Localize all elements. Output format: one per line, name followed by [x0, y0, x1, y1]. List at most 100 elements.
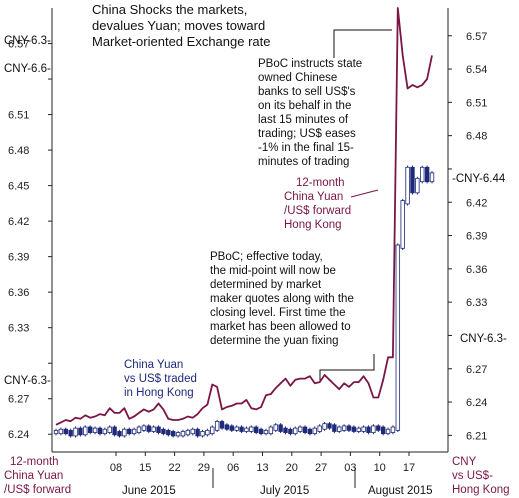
left-special-label: CNY-6.3-	[4, 375, 51, 387]
legend-line: 12-month	[10, 456, 59, 468]
x-tick-label: 15	[139, 462, 151, 474]
right-tick-label: 6.21	[466, 430, 487, 442]
annotation-pboc-midpoint: PBoC; effective today, the mid-point wil…	[210, 250, 354, 348]
spot-candle-body	[288, 428, 293, 435]
spot-candle-body	[210, 426, 215, 435]
annotation-line: the mid-point will now be	[210, 265, 336, 277]
legend-line: China Yuan	[4, 470, 64, 482]
right-tick-label: 6.39	[466, 231, 487, 243]
forward-line	[55, 7, 433, 426]
spot-candle-body	[141, 425, 147, 431]
spot-candle-body	[258, 428, 264, 435]
spot-candle-body	[361, 426, 366, 432]
spot-candle-body	[302, 426, 308, 433]
spot-candle-body	[390, 426, 396, 433]
spot-candle-body	[380, 426, 386, 435]
left-tick-label: 6.27	[8, 394, 29, 406]
spot-candle-body	[175, 432, 181, 437]
annotation-line: last 15 minutes of	[258, 114, 349, 126]
spot-candle-body	[268, 426, 274, 435]
spot-candle-body	[317, 425, 322, 432]
month-label: June 2015	[122, 485, 176, 497]
legend-line: vs US$-	[452, 470, 493, 482]
legend-line: /US$ forward	[284, 205, 352, 217]
legend-line: Hong Kong	[452, 484, 510, 496]
annotation-line: minutes of trading	[258, 156, 350, 168]
title-line: devalues Yuan; moves toward	[92, 18, 266, 33]
spot-candle-body	[273, 424, 278, 431]
x-tick-label: 17	[403, 462, 415, 474]
spot-candle-body	[146, 425, 151, 432]
right-tick-label: 6.54	[466, 64, 487, 76]
left-tick-label: 6.42	[8, 216, 29, 228]
annotation-line: -1% in the final 15-	[258, 142, 354, 154]
series-forward	[55, 7, 433, 426]
right-special-label: CNY-6.3-	[460, 333, 507, 345]
spot-candle-body	[297, 426, 303, 432]
annotation-pboc-sell: PBoC instructs state owned Chinese banks…	[258, 57, 362, 169]
spot-candle-body	[107, 426, 112, 433]
spot-candle-body	[332, 424, 337, 432]
legend-line: CNY	[452, 456, 477, 468]
spot-candle-body	[63, 428, 68, 435]
spot-candle-body	[127, 428, 132, 435]
spot-candle-body	[415, 177, 420, 194]
x-tick-label: 27	[315, 462, 327, 474]
left-special-label: CNY-6.3-	[4, 35, 51, 47]
spot-candle-body	[327, 423, 332, 429]
spot-candle-body	[293, 427, 298, 435]
leader-pboc-sell	[333, 29, 392, 58]
spot-candle-body	[170, 431, 176, 437]
spot-candle-body	[244, 427, 249, 432]
left-tick-label: 6.57	[8, 39, 29, 51]
right-tick-label: 6.27	[466, 364, 487, 376]
spot-candle-body	[205, 429, 210, 436]
right-tick-label: 6.24	[466, 397, 487, 409]
annotation-line: PBoC instructs state	[258, 58, 363, 70]
right-tick-label: 6.51	[466, 97, 487, 109]
legend-line: /US$ forward	[4, 484, 72, 496]
legend-forward-upper: 12-month China Yuan /US$ forward Hong Ko…	[284, 176, 351, 232]
spot-candle-body	[214, 421, 220, 431]
spot-candle-body	[112, 426, 117, 436]
title-line: Market-oriented Exchange rate	[92, 34, 271, 49]
legend-forward-lower: 12-month China Yuan /US$ forward	[4, 455, 71, 497]
chart-title: China Shocks the markets, devalues Yuan;…	[92, 2, 270, 50]
spot-candle-body	[166, 429, 171, 436]
x-tick-label: 10	[374, 462, 386, 474]
legend-line: China Yuan	[124, 359, 184, 371]
spot-candle-body	[429, 172, 435, 183]
series-spot	[53, 165, 435, 438]
x-tick-label: 13	[256, 462, 268, 474]
spot-candle-body	[283, 427, 288, 433]
plot-frame	[51, 8, 449, 453]
spot-candle-body	[249, 426, 254, 432]
annotation-line: market has been allowed to	[210, 321, 351, 333]
x-tick-label: 08	[110, 462, 122, 474]
spot-candle-body	[185, 429, 191, 436]
left-tick-label: 6.33	[8, 323, 29, 335]
spot-candle-body	[371, 425, 376, 433]
annotation-line: banks to sell US$'s	[258, 86, 356, 98]
left-tick-label: 6.24	[8, 429, 29, 441]
right-tick-label: 6.48	[466, 131, 487, 143]
spot-candle-body	[239, 426, 244, 432]
left-tick-label: 6.39	[8, 252, 29, 264]
annotation-line: determine the yuan fixing	[210, 335, 339, 347]
right-special-label: -CNY-6.44	[452, 173, 506, 185]
left-tick-label: 6.45	[8, 181, 29, 193]
spot-candle-body	[92, 427, 98, 433]
annotation-line: on its behalf in the	[258, 100, 352, 112]
annotation-leaders	[319, 29, 392, 382]
spot-candle-body	[395, 244, 401, 431]
spot-candle-body	[97, 427, 103, 435]
spot-candle-body	[102, 428, 108, 435]
spot-candle-body	[58, 428, 64, 435]
spot-candle-body	[68, 429, 73, 437]
spot-candle-body	[263, 429, 269, 435]
spot-candle-body	[190, 428, 195, 435]
legend-right-bottom: CNY vs US$- Hong Kong	[452, 455, 510, 497]
spot-candle-body	[366, 426, 371, 433]
spot-candle-body	[385, 428, 391, 435]
spot-candle-body	[356, 427, 361, 432]
